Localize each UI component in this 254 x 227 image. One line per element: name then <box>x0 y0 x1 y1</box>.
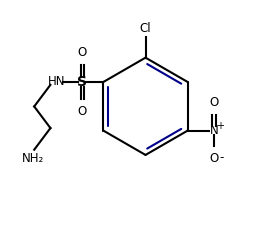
Text: O: O <box>209 152 218 165</box>
Text: -: - <box>218 151 223 164</box>
Text: HN: HN <box>47 75 65 89</box>
Text: O: O <box>77 46 87 59</box>
Text: NH₂: NH₂ <box>22 152 44 165</box>
Text: O: O <box>209 96 218 109</box>
Text: O: O <box>77 105 87 118</box>
Text: +: + <box>216 121 224 131</box>
Text: Cl: Cl <box>139 22 151 35</box>
Text: N: N <box>209 124 217 137</box>
Text: S: S <box>77 75 87 89</box>
